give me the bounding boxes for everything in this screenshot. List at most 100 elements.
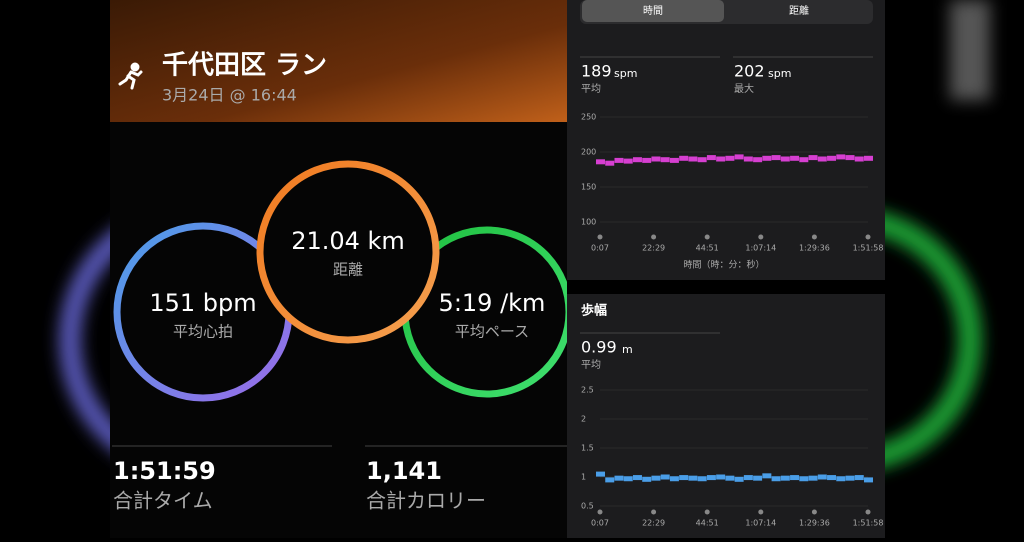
point	[762, 155, 772, 161]
y-tick-label: 1.5	[581, 444, 594, 453]
point	[780, 475, 790, 481]
x-tick-dot	[704, 234, 710, 240]
ring-value: 5:19 /km	[439, 289, 546, 317]
x-tick-label: 1:51:58	[853, 244, 884, 253]
point	[679, 155, 689, 161]
point	[688, 156, 698, 162]
point	[734, 154, 744, 160]
point	[605, 160, 615, 166]
metric-value: 0.99	[581, 338, 617, 357]
point	[845, 155, 855, 161]
metric-unit: m	[622, 343, 633, 356]
tab[interactable]: 時間	[643, 5, 663, 17]
x-tick-label: 1:29:36	[799, 519, 830, 528]
point	[808, 475, 818, 481]
x-tick-dot	[597, 509, 603, 515]
x-tick-label: 22:29	[642, 244, 665, 253]
point	[642, 157, 652, 163]
point	[697, 476, 707, 482]
point	[688, 475, 698, 481]
point	[836, 476, 846, 482]
point	[725, 155, 735, 161]
point	[771, 476, 781, 482]
tab[interactable]: 距離	[789, 4, 809, 17]
metric-value: 202	[734, 62, 765, 81]
point	[808, 155, 818, 161]
x-tick-dot	[758, 234, 764, 240]
stat-label: 合計カロリー	[366, 489, 486, 513]
ring-label: 平均心拍	[173, 323, 233, 341]
ring-label: 距離	[333, 261, 363, 279]
metric-unit: spm	[614, 67, 637, 80]
x-tick-dot	[651, 509, 657, 515]
point	[799, 476, 809, 482]
x-tick-dot	[758, 509, 764, 515]
point	[743, 475, 753, 481]
point	[753, 475, 763, 481]
x-tick-dot	[811, 234, 817, 240]
point	[669, 476, 679, 482]
metric-label: 平均	[581, 359, 601, 371]
ring-value: 151 bpm	[149, 289, 256, 317]
point	[596, 471, 605, 477]
x-tick-dot	[865, 509, 871, 515]
point	[827, 155, 837, 161]
point	[836, 154, 846, 160]
point	[614, 475, 624, 481]
x-tick-label: 44:51	[696, 519, 719, 528]
point	[864, 155, 873, 161]
ring-distance	[256, 160, 440, 344]
point	[790, 475, 800, 481]
point	[669, 157, 679, 163]
point	[596, 159, 605, 165]
x-tick-label: 0:07	[591, 244, 609, 253]
metric-label: 平均	[581, 83, 601, 95]
point	[762, 473, 772, 479]
y-tick-label: 2.5	[581, 386, 594, 395]
date: 3月24日 @ 16:44	[162, 86, 297, 105]
run-icon	[118, 62, 143, 90]
point	[780, 156, 790, 162]
point	[651, 156, 661, 162]
point	[743, 156, 753, 162]
x-tick-label: 0:07	[591, 519, 609, 528]
point	[614, 157, 624, 163]
x-tick-label: 1:07:14	[745, 519, 776, 528]
x-tick-dot	[865, 234, 871, 240]
x-axis-label: 時間（時：分：秒）	[683, 259, 764, 271]
x-tick-label: 44:51	[696, 244, 719, 253]
point	[854, 475, 864, 481]
metric-unit: spm	[768, 67, 791, 80]
metric-value: 189	[581, 62, 612, 81]
tab-selected[interactable]	[582, 0, 724, 22]
section-title: 歩幅	[581, 303, 607, 319]
header	[110, 0, 567, 122]
title: 千代田区 ラン	[162, 51, 327, 81]
y-tick-label: 200	[581, 148, 596, 157]
y-tick-label: 0.5	[581, 502, 594, 511]
y-tick-label: 250	[581, 113, 596, 122]
point	[605, 477, 615, 483]
point	[790, 155, 800, 161]
y-tick-label: 100	[581, 218, 596, 227]
point	[734, 476, 744, 482]
stat-value: 1:51:59	[113, 457, 216, 485]
y-tick-label: 2	[581, 415, 586, 424]
x-tick-dot	[704, 509, 710, 515]
point	[799, 157, 809, 163]
point	[845, 475, 855, 481]
point	[706, 155, 716, 161]
x-tick-dot	[597, 234, 603, 240]
point	[716, 474, 726, 480]
point	[651, 475, 661, 481]
point	[706, 475, 716, 481]
point	[660, 157, 670, 163]
x-tick-label: 1:29:36	[799, 244, 830, 253]
point	[679, 475, 689, 481]
x-tick-label: 1:07:14	[745, 244, 776, 253]
point	[716, 156, 726, 162]
point	[632, 475, 642, 481]
x-tick-dot	[651, 234, 657, 240]
x-tick-label: 22:29	[642, 519, 665, 528]
